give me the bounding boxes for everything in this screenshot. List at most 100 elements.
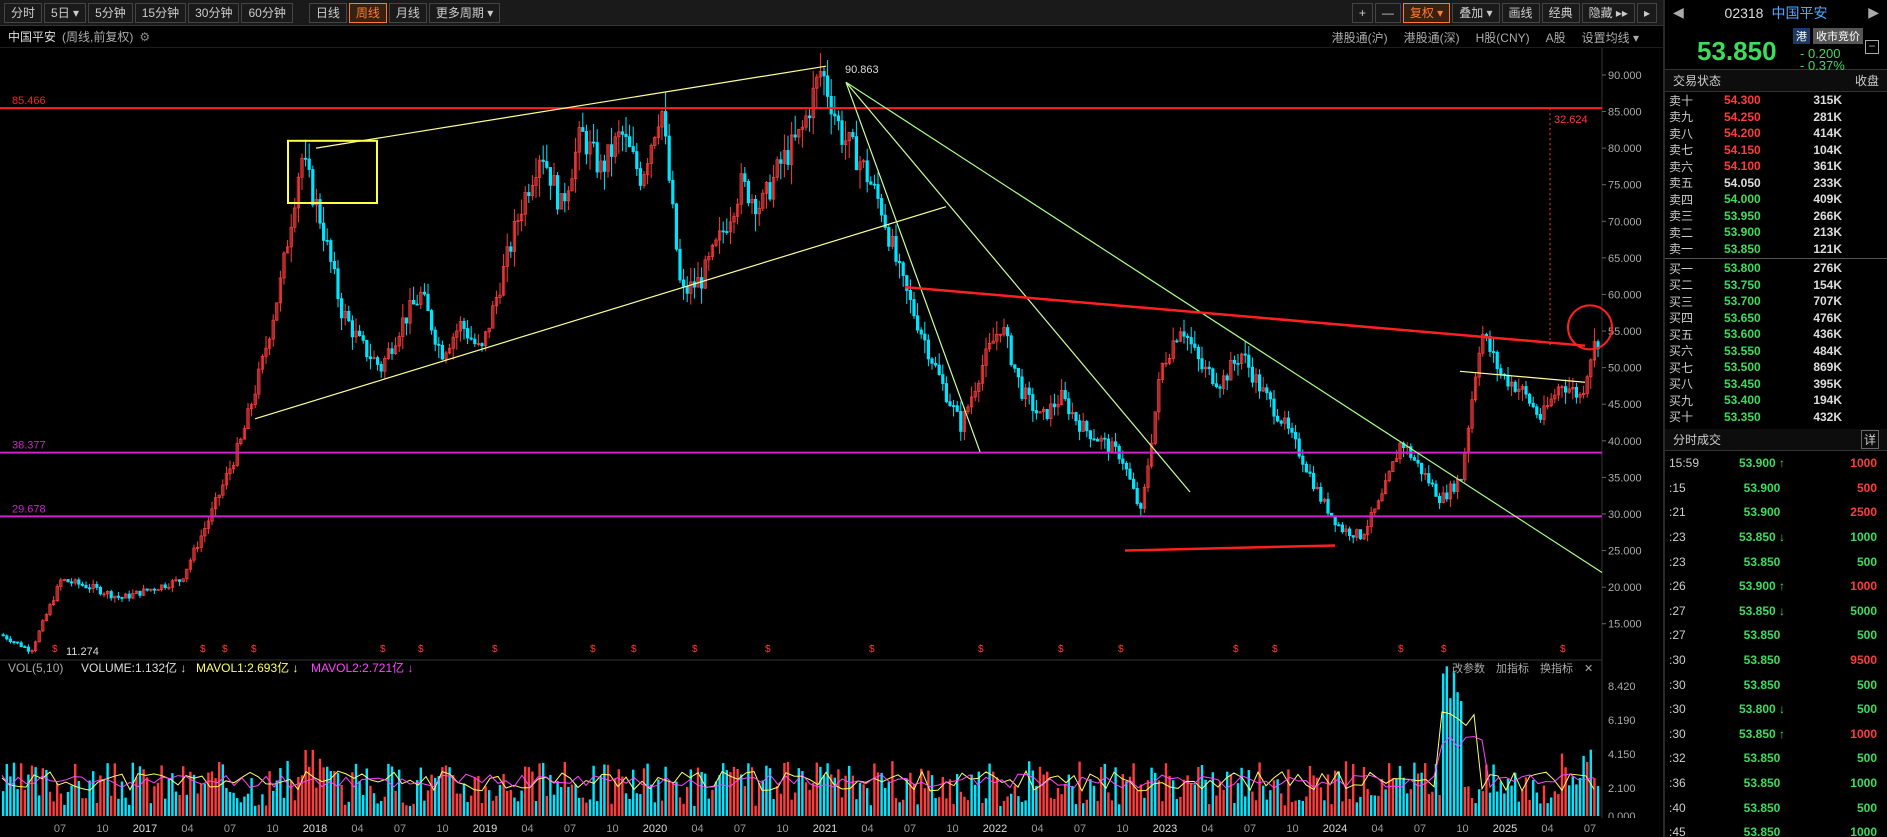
- volume-bar: [1247, 770, 1250, 816]
- next-stock-icon[interactable]: ▶: [1868, 4, 1879, 20]
- volume-bar: [790, 799, 793, 816]
- candle: [570, 168, 574, 192]
- candle: [1348, 526, 1352, 541]
- order-book-row[interactable]: 卖十 54.300 315K: [1665, 92, 1887, 109]
- y-tick-label: 85.000: [1608, 107, 1642, 119]
- volume-bar: [293, 800, 296, 816]
- volume-bar: [1557, 794, 1560, 816]
- order-book-row[interactable]: 买一 53.800 276K: [1665, 260, 1887, 277]
- trade-price: 53.850 ↑: [1738, 726, 1786, 741]
- period-button[interactable]: 周线: [348, 2, 387, 23]
- period-button[interactable]: 5分钟: [88, 2, 133, 23]
- header-link[interactable]: 港股通(深): [1403, 31, 1460, 45]
- order-book-row[interactable]: 卖三 53.950 266K: [1665, 208, 1887, 225]
- order-book-row[interactable]: 卖六 54.100 361K: [1665, 158, 1887, 175]
- toolbar-right-button[interactable]: +: [1351, 3, 1373, 23]
- order-book-row[interactable]: 买九 53.400 194K: [1665, 392, 1887, 409]
- volume-bar: [66, 791, 70, 816]
- candle: [988, 332, 992, 353]
- volume-bar: [938, 797, 941, 816]
- toolbar-right-button[interactable]: ▸: [1636, 3, 1657, 23]
- price-chart[interactable]: 15.000 20.000 25.000 30.000 35.000 40.000 45.0…: [0, 48, 1663, 658]
- toolbar-right-button[interactable]: 复权 ▾: [1402, 3, 1451, 23]
- candle: [1337, 522, 1341, 527]
- volume-bar: [1539, 803, 1542, 816]
- period-button[interactable]: 15分钟: [134, 2, 187, 23]
- trade-volume: 1000: [1850, 530, 1877, 545]
- volume-bar: [1550, 797, 1553, 816]
- candle: [1045, 408, 1049, 421]
- volume-bar: [1467, 786, 1470, 816]
- toolbar-right-button[interactable]: 画线: [1501, 3, 1540, 23]
- header-link[interactable]: 设置均线 ▾: [1581, 31, 1639, 45]
- candle: [1387, 469, 1391, 483]
- candle: [390, 342, 394, 360]
- header-link[interactable]: 港股通(沪): [1331, 31, 1388, 45]
- candle: [635, 142, 639, 177]
- dividend-marker: $: [1398, 644, 1404, 655]
- order-book-row[interactable]: 买八 53.450 395K: [1665, 376, 1887, 393]
- period-button[interactable]: 分时: [4, 2, 43, 23]
- toolbar-right-button[interactable]: 隐藏 ▸▸: [1581, 3, 1635, 23]
- order-book-row[interactable]: 买三 53.700 707K: [1665, 293, 1887, 310]
- volume-bar: [365, 768, 368, 816]
- order-book-row[interactable]: 卖七 54.150 104K: [1665, 142, 1887, 159]
- volume-bar: [394, 790, 397, 816]
- header-link[interactable]: A股: [1545, 31, 1566, 45]
- order-book-row[interactable]: 卖九 54.250 281K: [1665, 109, 1887, 126]
- volume-bar: [88, 780, 91, 816]
- candle: [880, 193, 884, 222]
- volume-bar: [304, 749, 307, 816]
- toolbar-right-button[interactable]: —: [1374, 3, 1401, 23]
- order-book-row[interactable]: 卖一 53.850 121K: [1665, 241, 1887, 258]
- volume-bar: [92, 771, 95, 816]
- candle: [332, 251, 337, 275]
- candle: [1376, 499, 1380, 510]
- period-button[interactable]: 60分钟: [241, 2, 293, 23]
- candle: [1322, 497, 1326, 504]
- candle: [584, 124, 589, 165]
- collapse-button[interactable]: −: [1865, 40, 1879, 54]
- volume-bar: [804, 782, 808, 816]
- period-button[interactable]: 月线: [388, 2, 427, 23]
- candle: [30, 649, 34, 655]
- volume-bar: [239, 802, 242, 816]
- period-button[interactable]: 5日 ▾: [44, 2, 87, 23]
- period-button[interactable]: 30分钟: [188, 2, 240, 23]
- settings-gear-icon[interactable]: ⚙: [139, 29, 151, 44]
- order-book-row[interactable]: 买四 53.650 476K: [1665, 310, 1887, 327]
- order-price: 54.100: [1724, 159, 1761, 174]
- candle: [1268, 390, 1272, 408]
- candle: [682, 268, 686, 300]
- candle: [617, 120, 621, 154]
- candle: [1380, 488, 1384, 502]
- volume-chart[interactable]: VOL(5,10) VOLUME:1.132亿 ↓ MAVOL1:2.693亿 ↓ M…: [0, 658, 1663, 818]
- order-book-row[interactable]: 卖四 54.000 409K: [1665, 191, 1887, 208]
- order-book-row[interactable]: 买七 53.500 869K: [1665, 359, 1887, 376]
- candle: [116, 592, 120, 601]
- toolbar-right-button[interactable]: 叠加 ▾: [1452, 3, 1500, 23]
- candle: [1538, 408, 1542, 424]
- candle: [1240, 352, 1244, 370]
- order-book-row[interactable]: 买六 53.550 484K: [1665, 343, 1887, 360]
- x-axis: 07 10 2017 04 07 10 2018 04 07 10 2019 04 07 10 2020 04…: [54, 823, 1596, 835]
- order-book-row[interactable]: 卖五 54.050 233K: [1665, 175, 1887, 192]
- order-book-row[interactable]: 买二 53.750 154K: [1665, 277, 1887, 294]
- period-button[interactable]: 更多周期 ▾: [428, 2, 501, 23]
- candle: [1276, 409, 1280, 423]
- period-button[interactable]: 日线: [308, 2, 347, 23]
- order-book-row[interactable]: 买十 53.350 432K: [1665, 409, 1887, 426]
- volume-bar: [398, 769, 401, 816]
- header-link[interactable]: H股(CNY): [1475, 31, 1530, 45]
- order-book-row[interactable]: 买五 53.600 436K: [1665, 326, 1887, 343]
- candle: [1524, 380, 1528, 399]
- order-book-row[interactable]: 卖二 53.900 213K: [1665, 224, 1887, 241]
- order-book-row[interactable]: 卖八 54.200 414K: [1665, 125, 1887, 142]
- volume-bar: [81, 798, 84, 816]
- candle: [725, 218, 729, 235]
- toolbar-right-button[interactable]: 经典: [1541, 3, 1580, 23]
- prev-stock-icon[interactable]: ◀: [1673, 4, 1684, 20]
- volume-bar: [1157, 780, 1160, 816]
- trades-detail-toggle[interactable]: 详: [1860, 430, 1879, 449]
- volume-bar: [1593, 778, 1596, 816]
